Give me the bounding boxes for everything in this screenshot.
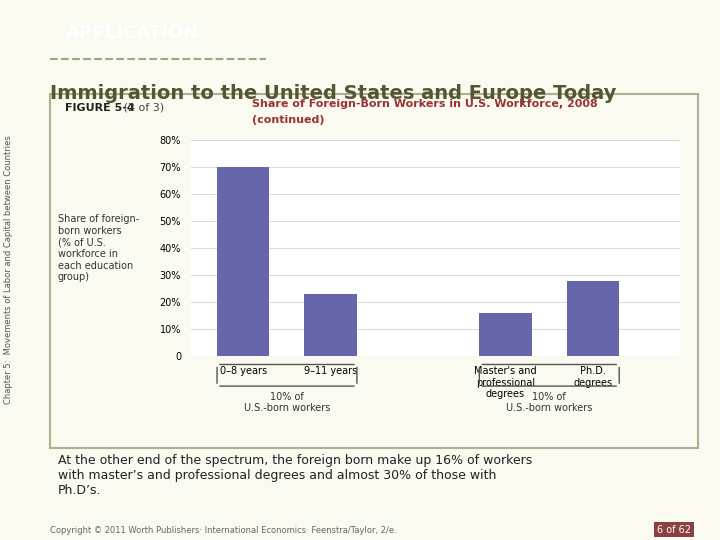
Text: Immigration to the United States and Europe Today: Immigration to the United States and Eur… [50,84,617,103]
Text: (2 of 3): (2 of 3) [120,103,164,113]
Text: Copyright © 2011 Worth Publishers· International Economics· Feenstra/Taylor, 2/e: Copyright © 2011 Worth Publishers· Inter… [50,525,397,535]
Bar [305,294,357,356]
Bar [217,167,269,356]
Text: Share of foreign-
born workers
(% of U.S.
workforce in
each education
group): Share of foreign- born workers (% of U.S… [58,214,139,282]
Text: 6 of 62: 6 of 62 [657,524,691,535]
Text: APPLICATION: APPLICATION [66,24,199,42]
Text: 10% of
U.S.-born workers: 10% of U.S.-born workers [506,392,593,413]
Bar [480,313,532,356]
Text: At the other end of the spectrum, the foreign born make up 16% of workers
with m: At the other end of the spectrum, the fo… [58,454,532,497]
Text: FIGURE 5-4: FIGURE 5-4 [65,103,135,113]
Text: (continued): (continued) [252,115,325,125]
Text: Share of Foreign-Born Workers in U.S. Workforce, 2008: Share of Foreign-Born Workers in U.S. Wo… [252,99,598,109]
Text: Chapter 5:  Movements of Labor and Capital between Countries: Chapter 5: Movements of Labor and Capita… [4,136,13,404]
Bar [567,281,619,356]
Text: 10% of
U.S.-born workers: 10% of U.S.-born workers [244,392,330,413]
